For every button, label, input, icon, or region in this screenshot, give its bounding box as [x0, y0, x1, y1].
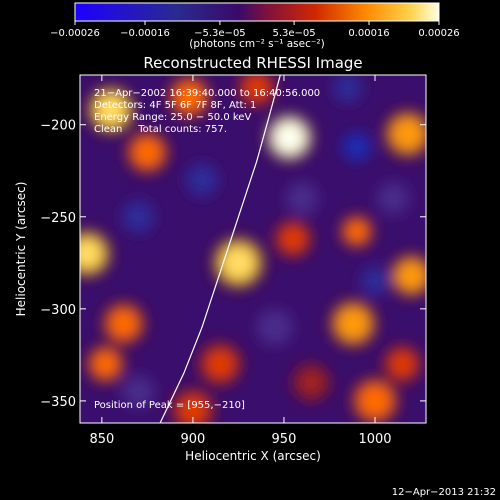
- emission-source: [395, 259, 426, 293]
- emission-source: [376, 181, 410, 215]
- colorbar-ticks: −0.00026 −0.00016 −5.3e−05 5.3e−05 0.00016 0.…: [50, 21, 460, 39]
- emission-source: [387, 349, 417, 379]
- emission-sources: [80, 75, 426, 423]
- annotation-block: 21−Apr−2002 16:39:40.000 to 16:40:56.000…: [94, 88, 320, 135]
- emission-source: [172, 80, 206, 114]
- source-core: [279, 127, 300, 148]
- emission-source: [333, 75, 363, 103]
- colorbar-tick-label: −5.3e−05: [194, 28, 246, 39]
- colorbar-tick-label: 0.00016: [348, 28, 389, 39]
- x-tick-label: 850: [89, 432, 114, 447]
- emission-source: [334, 305, 372, 342]
- emission-source: [296, 367, 326, 398]
- x-tick-label: 900: [180, 432, 205, 447]
- x-axis-ticks: 850 900 950 1000: [89, 75, 392, 447]
- emission-source: [342, 132, 372, 162]
- annotation-energy: Energy Range: 25.0 − 50.0 keV: [94, 112, 251, 123]
- emission-source: [344, 218, 370, 245]
- emission-source: [176, 393, 210, 423]
- colorbar-gradient: [74, 2, 440, 22]
- annotation-time: 21−Apr−2002 16:39:40.000 to 16:40:56.000: [94, 88, 320, 99]
- colorbar-tick-label: 0.00026: [418, 28, 459, 39]
- plot-frame: [79, 74, 427, 424]
- emission-source: [242, 75, 272, 103]
- emission-source: [203, 347, 237, 381]
- emission-source: [121, 375, 155, 409]
- colorbar-unit-label: (photons cm⁻² s⁻¹ asec⁻²): [189, 38, 324, 50]
- emission-source: [389, 115, 426, 153]
- y-tick-label: −300: [40, 303, 76, 318]
- plot-area: 850 900 950 1000 −200 −250 −300 −350 21−Apr−20…: [40, 74, 427, 447]
- emission-source: [256, 309, 294, 346]
- y-axis-label: Heliocentric Y (arcsec): [14, 182, 28, 317]
- x-tick-label: 1000: [358, 432, 391, 447]
- source-core: [80, 243, 98, 264]
- emission-source: [360, 266, 390, 296]
- emission-source: [285, 181, 319, 215]
- colorbar: −0.00026 −0.00016 −5.3e−05 5.3e−05 0.00016 0.…: [50, 2, 460, 50]
- emission-source: [278, 224, 308, 254]
- source-core: [100, 99, 121, 120]
- y-tick-label: −250: [40, 211, 76, 226]
- colorbar-tick-label: −0.00026: [50, 28, 100, 39]
- colorbar-tick-label: 5.3e−05: [273, 28, 316, 39]
- footer-timestamp: 12−Apr−2013 21:32: [392, 487, 496, 498]
- y-tick-label: −200: [40, 119, 76, 134]
- emission-source: [121, 200, 155, 234]
- chart-title: Reconstructed RHESSI Image: [143, 54, 362, 72]
- x-axis-label: Heliocentric X (arcsec): [185, 449, 321, 463]
- y-tick-label: −350: [40, 395, 76, 410]
- x-tick-label: 950: [272, 432, 297, 447]
- source-core: [227, 251, 250, 274]
- emission-source: [107, 307, 141, 340]
- emission-source: [130, 135, 164, 169]
- emission-source: [90, 349, 121, 379]
- colorbar-tick-label: −0.00016: [120, 28, 170, 39]
- peak-position-label: Position of Peak = [955,−210]: [94, 400, 245, 411]
- annotation-detectors: Detectors: 4F 5F 6F 7F 8F, Att: 1: [94, 100, 256, 111]
- annotation-counts: Clean Total counts: 757.: [94, 124, 227, 135]
- emission-source: [185, 163, 219, 197]
- solar-limb-curve: [159, 75, 281, 423]
- y-axis-ticks: −200 −250 −300 −350: [40, 119, 426, 410]
- emission-source: [356, 382, 394, 420]
